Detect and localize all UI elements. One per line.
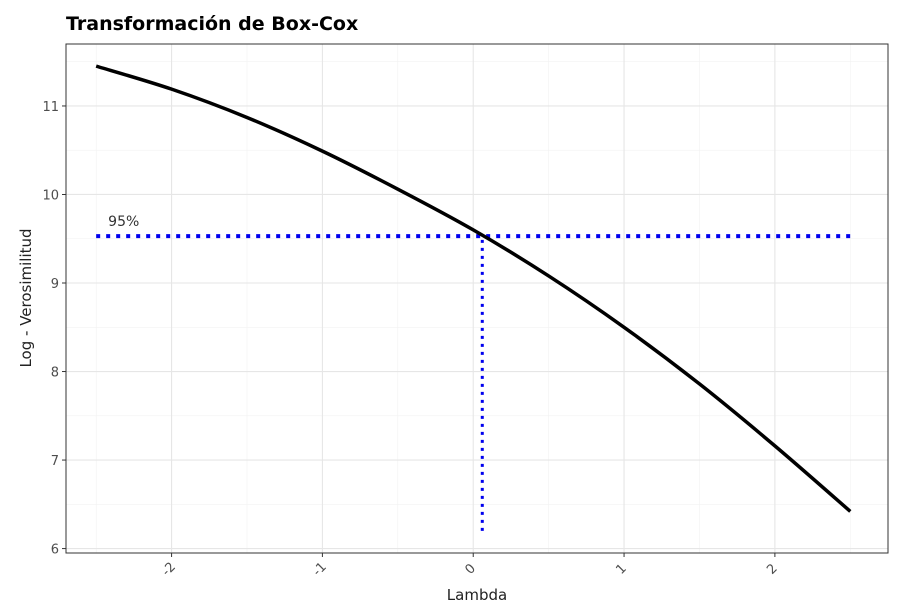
x-tick-label: -1 [310, 560, 330, 580]
y-tick-label: 9 [51, 277, 59, 292]
chart-title: Transformación de Box-Cox [66, 13, 358, 35]
log-likelihood-curve [95, 64, 852, 513]
x-axis-ticks: -2 -1 0 1 2 [159, 553, 781, 580]
y-tick-label: 7 [51, 454, 59, 469]
plot-marks: 95% [95, 64, 852, 531]
x-tick-label: 0 [463, 561, 479, 577]
y-tick-label: 10 [42, 188, 59, 203]
y-axis-title: Log - Verosimilitud [17, 228, 35, 367]
grid [66, 44, 888, 553]
x-tick-label: 1 [613, 561, 629, 577]
y-tick-label: 8 [51, 366, 59, 381]
ci-95-label: 95% [108, 214, 139, 230]
y-axis-ticks: 6 7 8 9 10 11 [42, 100, 66, 558]
y-tick-label: 11 [42, 100, 59, 115]
y-tick-label: 6 [51, 543, 59, 558]
panel-border [65, 43, 889, 554]
x-tick-label: 2 [764, 561, 780, 577]
x-axis-title: Lambda [447, 586, 507, 604]
x-tick-label: -2 [159, 560, 179, 580]
